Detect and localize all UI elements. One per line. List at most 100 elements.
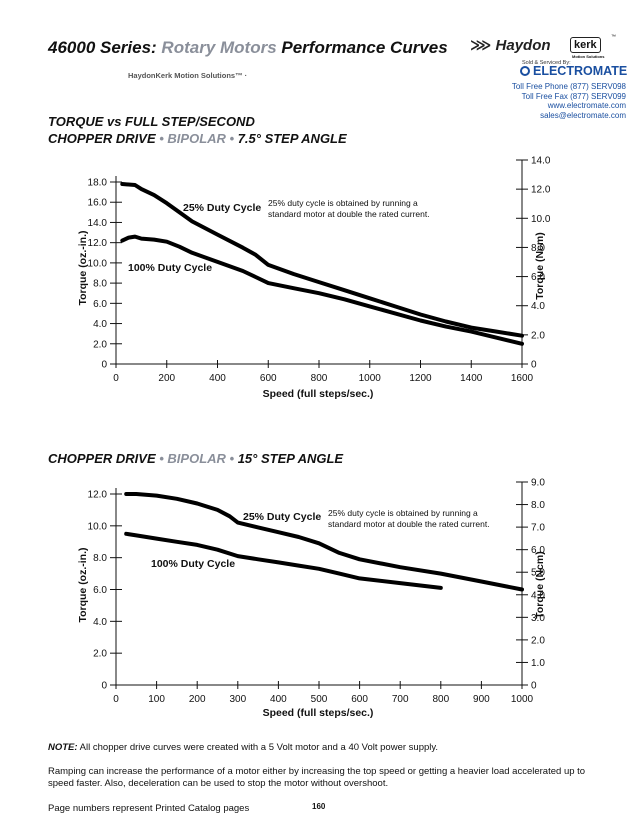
y-tick-label-right: 6.0 — [531, 545, 545, 556]
y-axis-label-right: Torque (Ncm) — [534, 232, 546, 299]
y-tick-label-left: 2.0 — [93, 339, 107, 350]
logo-tm: ™ — [611, 34, 616, 40]
logo-subtitle: Motion Solutions — [572, 54, 605, 59]
y-tick-label-right: 8.0 — [531, 500, 545, 511]
x-tick-label: 300 — [229, 694, 246, 705]
y-tick-label-right: 6.0 — [531, 272, 545, 283]
y-tick-label-left: 18.0 — [88, 178, 108, 189]
x-tick-label: 600 — [260, 373, 277, 384]
contact-fax: Toll Free Fax (877) SERV099 — [521, 91, 626, 101]
note-body: All chopper drive curves were created wi… — [77, 742, 439, 753]
series-25-duty-line — [124, 492, 524, 592]
y-tick-label-right: 2.0 — [531, 330, 545, 341]
x-axis-label: Speed (full steps/sec.) — [263, 388, 374, 400]
x-tick-label: 1000 — [511, 694, 534, 705]
y-tick-label-left: 16.0 — [88, 198, 108, 209]
chart2-heading-c: 15° STEP ANGLE — [234, 451, 344, 466]
y-tick-label-right: 2.0 — [531, 635, 545, 646]
duty-cycle-note-line: 25% duty cycle is obtained by running a — [268, 198, 418, 208]
chart1-heading-line2: CHOPPER DRIVE • BIPOLAR • 7.5° STEP ANGL… — [48, 131, 347, 146]
chart2-heading-a: CHOPPER DRIVE — [48, 451, 156, 466]
y-tick-label-left: 10.0 — [88, 258, 108, 269]
annotation-100-duty: 100% Duty Cycle — [128, 262, 212, 274]
annotation-25-duty: 25% Duty Cycle — [243, 511, 321, 523]
y-axis-label-left: Torque (oz.-in.) — [77, 230, 89, 305]
chart1-heading-b: • BIPOLAR • — [159, 131, 235, 146]
x-tick-label: 600 — [351, 694, 368, 705]
tagline: HaydonKerk Motion Solutions™ · — [128, 71, 248, 80]
ramping-text: Ramping can increase the performance of … — [48, 766, 586, 789]
electromate-icon — [520, 66, 530, 76]
x-tick-label: 100 — [148, 694, 165, 705]
x-tick-label: 800 — [432, 694, 449, 705]
x-axis-label: Speed (full steps/sec.) — [263, 707, 374, 719]
x-tick-label: 900 — [473, 694, 490, 705]
series-25-duty-line — [120, 182, 524, 338]
series-100-duty-line — [120, 234, 524, 346]
y-tick-label-left: 12.0 — [88, 490, 108, 501]
x-tick-label: 400 — [270, 694, 287, 705]
annotation-25-duty: 25% Duty Cycle — [183, 202, 261, 214]
haydonkerk-logo: ⋙ Haydon kerk ™ Motion Solutions — [470, 34, 620, 62]
x-tick-label: 700 — [392, 694, 409, 705]
x-tick-label: 0 — [113, 694, 119, 705]
y-tick-label-right: 8.0 — [531, 243, 545, 254]
y-tick-label-right: 3.0 — [531, 613, 545, 624]
page-title: 46000 Series: Rotary Motors Performance … — [48, 38, 448, 58]
y-tick-label-left: 12.0 — [88, 238, 108, 249]
x-tick-label: 1400 — [460, 373, 483, 384]
series-100-duty-line — [124, 531, 443, 590]
x-tick-label: 800 — [311, 373, 328, 384]
y-axis-label-left: Torque (oz.-in.) — [77, 547, 89, 622]
contact-phone: Toll Free Phone (877) SERV098 — [511, 82, 626, 91]
y-tick-label-left: 2.0 — [93, 649, 107, 660]
y-tick-label-right: 4.0 — [531, 590, 545, 601]
x-tick-label: 500 — [311, 694, 328, 705]
y-tick-label-left: 6.0 — [93, 299, 107, 310]
title-part3: Performance Curves — [276, 38, 448, 57]
x-tick-label: 1600 — [511, 373, 534, 384]
annotation-100-duty: 100% Duty Cycle — [151, 558, 235, 570]
electromate-logo: ELECTROMATE — [520, 64, 627, 78]
y-tick-label-right: 9.0 — [531, 478, 545, 489]
page-number: 160 — [312, 802, 326, 811]
y-tick-label-right: 0 — [531, 360, 537, 371]
x-tick-label: 200 — [158, 373, 175, 384]
logo-haydon: ⋙ Haydon — [470, 37, 551, 54]
y-tick-label-left: 0 — [101, 681, 107, 692]
logo-haydon-text: Haydon — [495, 37, 551, 54]
y-tick-label-left: 14.0 — [88, 218, 108, 229]
chart2-heading: CHOPPER DRIVE • BIPOLAR • 15° STEP ANGLE — [48, 451, 343, 466]
chart1-heading-a: CHOPPER DRIVE — [48, 131, 160, 146]
sold-by-label: Sold & Serviced By: — [522, 60, 571, 66]
x-tick-label: 400 — [209, 373, 226, 384]
contact-website[interactable]: www.electromate.com — [547, 101, 626, 110]
y-tick-label-right: 4.0 — [531, 301, 545, 312]
title-part2: Rotary Motors — [161, 38, 277, 57]
x-tick-label: 200 — [189, 694, 206, 705]
logo-kerk: kerk — [570, 37, 601, 53]
y-tick-label-left: 4.0 — [93, 617, 107, 628]
contact-email[interactable]: sales@electromate.com — [540, 110, 626, 120]
y-tick-label-right: 7.0 — [531, 523, 545, 534]
y-tick-label-left: 4.0 — [93, 319, 107, 330]
y-tick-label-right: 0 — [531, 681, 537, 692]
duty-cycle-note-line: 25% duty cycle is obtained by running a — [328, 508, 478, 518]
note-label: NOTE: — [48, 742, 78, 753]
x-tick-label: 0 — [113, 373, 119, 384]
title-part1: 46000 Series: — [48, 38, 162, 57]
y-tick-label-left: 8.0 — [93, 553, 107, 564]
chart2-heading-b: • BIPOLAR • — [155, 451, 235, 466]
duty-cycle-note-line: standard motor at double the rated curre… — [328, 519, 490, 529]
y-tick-label-left: 10.0 — [88, 521, 108, 532]
y-tick-label-left: 8.0 — [93, 279, 107, 290]
contact-info: Toll Free Phone (877) SERV098 Toll Free … — [512, 82, 626, 120]
y-tick-label-right: 5.0 — [531, 568, 545, 579]
x-tick-label: 1000 — [359, 373, 382, 384]
footer-text: Page numbers represent Printed Catalog p… — [48, 803, 250, 814]
y-tick-label-right: 12.0 — [531, 185, 551, 196]
duty-cycle-note-line: standard motor at double the rated curre… — [268, 209, 430, 219]
electromate-text: ELECTROMATE — [533, 64, 628, 78]
